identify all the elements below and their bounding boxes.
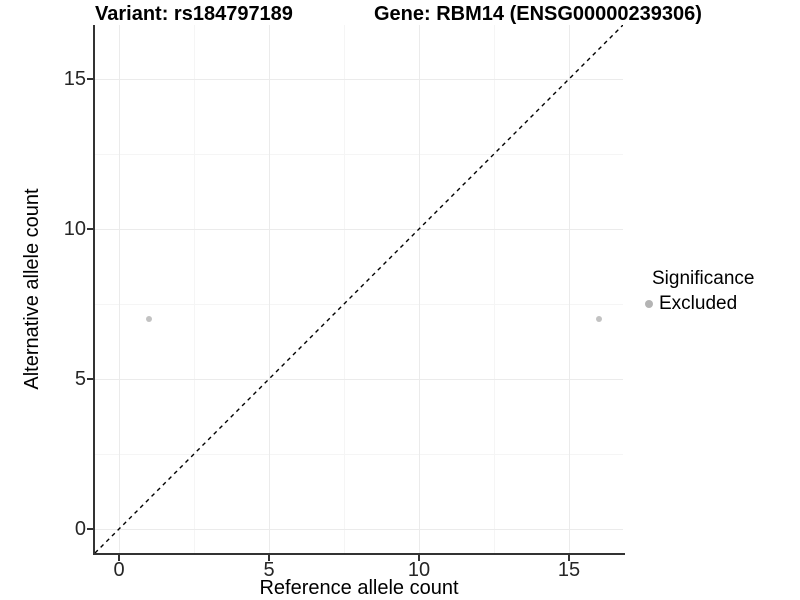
y-tick-label: 10 xyxy=(63,218,86,240)
x-tick xyxy=(568,555,570,561)
y-axis-line xyxy=(93,25,95,555)
y-tick-label: 0 xyxy=(74,518,86,540)
y-tick xyxy=(87,228,93,230)
data-point xyxy=(596,316,602,322)
y-minor-gridline xyxy=(95,153,623,155)
chart-panel xyxy=(95,25,623,553)
legend-item-label: Excluded xyxy=(659,293,738,314)
y-major-gridline xyxy=(95,528,623,530)
plot-title-gene: Gene: RBM14 (ENSG00000239306) xyxy=(374,3,702,25)
plot-title-variant: Variant: rs184797189 xyxy=(95,3,293,25)
legend: Significance Excluded xyxy=(645,268,754,315)
x-minor-gridline xyxy=(493,25,495,553)
x-tick-label: 5 xyxy=(263,559,275,581)
x-axis-line xyxy=(93,553,625,555)
y-major-gridline xyxy=(95,378,623,380)
x-tick xyxy=(418,555,420,561)
x-minor-gridline xyxy=(343,25,345,553)
x-major-gridline xyxy=(418,25,420,553)
data-point xyxy=(146,316,152,322)
legend-title: Significance xyxy=(652,268,755,289)
x-major-gridline xyxy=(568,25,570,553)
y-tick xyxy=(87,78,93,80)
x-tick-label: 15 xyxy=(557,559,581,581)
y-tick-label: 5 xyxy=(74,368,86,390)
x-axis-title: Reference allele count xyxy=(259,577,459,599)
y-axis-title: Alternative allele count xyxy=(21,188,43,390)
y-tick xyxy=(87,528,93,530)
y-major-gridline xyxy=(95,228,623,230)
legend-items: Excluded xyxy=(645,293,754,315)
y-minor-gridline xyxy=(95,453,623,455)
y-major-gridline xyxy=(95,78,623,80)
legend-point-swatch xyxy=(645,300,653,308)
identity-line xyxy=(95,25,623,553)
legend-item: Excluded xyxy=(645,293,754,315)
x-major-gridline xyxy=(118,25,120,553)
x-tick xyxy=(268,555,270,561)
x-tick-label: 10 xyxy=(407,559,431,581)
y-tick xyxy=(87,378,93,380)
x-tick xyxy=(118,555,120,561)
y-minor-gridline xyxy=(95,303,623,305)
x-major-gridline xyxy=(268,25,270,553)
y-tick-label: 15 xyxy=(63,68,86,90)
x-minor-gridline xyxy=(193,25,195,553)
x-tick-label: 0 xyxy=(113,559,125,581)
